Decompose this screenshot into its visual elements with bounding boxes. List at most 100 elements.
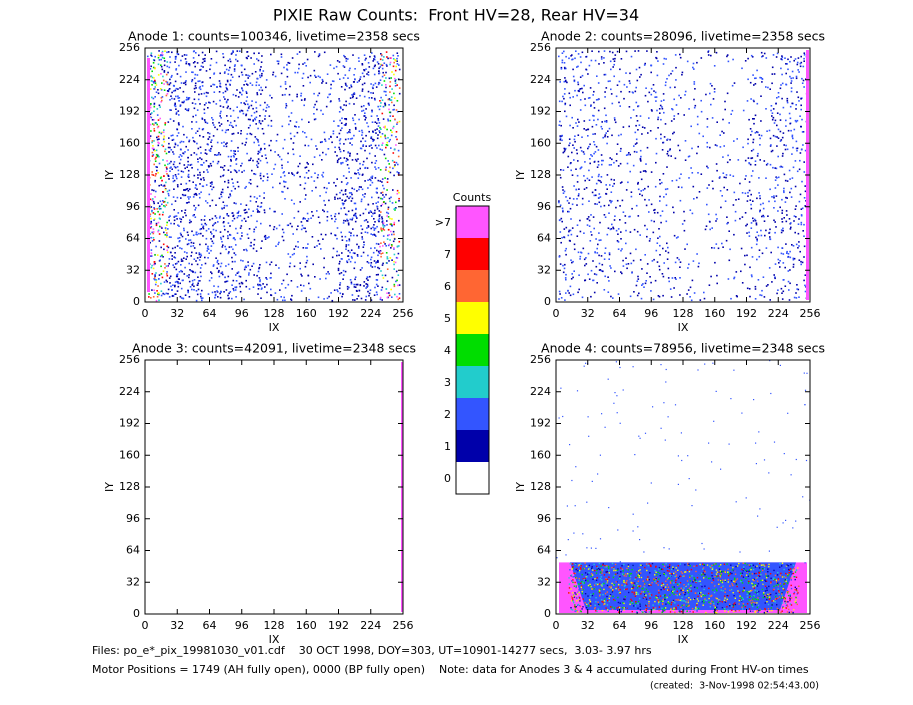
image-pixel: [706, 165, 708, 168]
image-pixel: [318, 53, 321, 55]
image-pixel: [226, 204, 228, 207]
y-tick-label: 192: [119, 105, 140, 118]
image-pixel: [656, 51, 658, 53]
image-pixel: [674, 54, 677, 56]
image-pixel: [270, 149, 272, 152]
y-tick-label: 192: [119, 417, 140, 430]
image-pixel: [149, 123, 152, 126]
image-pixel: [236, 216, 239, 219]
image-pixel: [659, 112, 661, 114]
y-tick-label: 96: [126, 512, 140, 525]
image-pixel: [170, 160, 172, 163]
image-pixel: [229, 165, 232, 167]
image-pixel: [609, 184, 611, 186]
image-pixel: [794, 119, 797, 122]
image-pixel: [256, 211, 259, 213]
image-pixel: [363, 281, 366, 283]
image-pixel: [799, 62, 802, 65]
image-pixel: [793, 593, 795, 595]
image-pixel: [777, 246, 779, 249]
image-pixel: [592, 94, 594, 96]
image-pixel: [153, 128, 155, 130]
image-pixel: [617, 134, 620, 137]
image-pixel: [666, 570, 669, 572]
image-pixel: [232, 150, 235, 152]
image-pixel: [774, 277, 776, 280]
image-pixel: [800, 125, 802, 128]
image-pixel: [342, 108, 344, 111]
image-pixel: [392, 125, 395, 128]
image-pixel: [225, 280, 228, 283]
image-pixel: [370, 262, 373, 264]
image-pixel: [255, 81, 258, 84]
image-pixel: [384, 177, 386, 179]
image-pixel: [771, 149, 774, 152]
image-pixel: [803, 86, 805, 88]
image-pixel: [389, 99, 391, 101]
image-pixel: [775, 102, 777, 105]
image-pixel: [369, 210, 372, 212]
image-pixel: [258, 267, 260, 270]
image-pixel: [641, 133, 643, 135]
image-pixel: [151, 173, 153, 176]
image-pixel: [314, 276, 316, 278]
image-pixel: [224, 131, 227, 134]
image-pixel: [380, 242, 382, 244]
image-pixel: [759, 195, 761, 197]
image-pixel: [304, 98, 306, 100]
image-pixel: [260, 247, 262, 249]
image-pixel: [323, 131, 326, 134]
image-pixel: [803, 54, 806, 56]
image-pixel: [173, 256, 176, 258]
image-pixel: [386, 144, 389, 147]
image-pixel: [646, 569, 648, 572]
image-pixel: [354, 172, 356, 175]
image-pixel: [251, 100, 253, 102]
image-pixel: [374, 209, 376, 212]
image-pixel: [330, 292, 332, 294]
image-pixel: [154, 82, 157, 84]
image-pixel: [376, 147, 378, 149]
image-pixel: [367, 62, 370, 64]
image-pixel: [176, 280, 178, 283]
image-pixel: [720, 206, 722, 209]
image-pixel: [305, 166, 308, 168]
image-pixel: [170, 166, 172, 168]
image-pixel: [249, 124, 251, 127]
image-pixel: [790, 222, 792, 224]
image-pixel: [382, 226, 385, 229]
image-pixel: [591, 567, 593, 570]
image-pixel: [789, 117, 792, 120]
image-pixel: [288, 62, 291, 64]
image-pixel: [174, 285, 176, 288]
image-pixel: [779, 166, 782, 168]
image-pixel: [212, 265, 215, 267]
image-pixel: [637, 105, 640, 107]
image-pixel: [376, 225, 378, 228]
image-pixel: [795, 243, 798, 246]
image-pixel: [187, 242, 190, 245]
image-pixel: [181, 210, 183, 212]
image-pixel: [258, 121, 261, 124]
image-pixel: [393, 285, 396, 288]
image-pixel: [759, 210, 761, 213]
image-pixel: [172, 264, 174, 266]
image-pixel: [191, 79, 194, 81]
image-pixel: [220, 110, 222, 113]
image-pixel: [750, 98, 752, 100]
image-pixel: [679, 56, 682, 59]
image-pixel: [675, 66, 677, 69]
image-pixel: [177, 122, 180, 124]
image-pixel: [384, 134, 386, 137]
image-pixel: [184, 294, 187, 296]
image-pixel: [690, 125, 692, 128]
image-pixel: [381, 220, 384, 222]
image-pixel: [759, 144, 761, 146]
image-pixel: [176, 196, 179, 199]
image-pixel: [187, 190, 190, 192]
image-pixel: [184, 194, 187, 197]
y-tick-label: 0: [133, 295, 140, 308]
image-pixel: [157, 172, 159, 174]
image-pixel: [765, 285, 768, 287]
image-pixel: [576, 174, 579, 177]
